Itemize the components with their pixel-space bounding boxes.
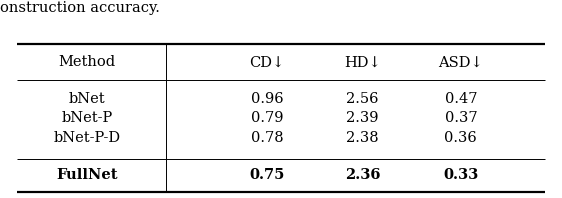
Text: 0.47: 0.47 — [445, 92, 477, 106]
Text: 2.39: 2.39 — [346, 111, 379, 125]
Text: 0.75: 0.75 — [250, 168, 284, 182]
Text: bNet-P: bNet-P — [61, 111, 113, 125]
Text: 2.56: 2.56 — [346, 92, 379, 106]
Text: 0.79: 0.79 — [251, 111, 283, 125]
Text: Method: Method — [58, 55, 116, 69]
Text: bNet-P-D: bNet-P-D — [53, 131, 121, 145]
Text: HD↓: HD↓ — [344, 55, 381, 69]
Text: ASD↓: ASD↓ — [438, 55, 483, 69]
Text: 0.96: 0.96 — [251, 92, 283, 106]
Text: 0.78: 0.78 — [251, 131, 283, 145]
Text: 2.36: 2.36 — [345, 168, 380, 182]
Text: onstruction accuracy.: onstruction accuracy. — [0, 1, 160, 15]
Text: 2.38: 2.38 — [346, 131, 379, 145]
Text: 0.36: 0.36 — [445, 131, 477, 145]
Text: 0.37: 0.37 — [445, 111, 477, 125]
Text: 0.33: 0.33 — [443, 168, 478, 182]
Text: CD↓: CD↓ — [250, 55, 284, 69]
Text: FullNet: FullNet — [56, 168, 118, 182]
Text: bNet: bNet — [69, 92, 106, 106]
